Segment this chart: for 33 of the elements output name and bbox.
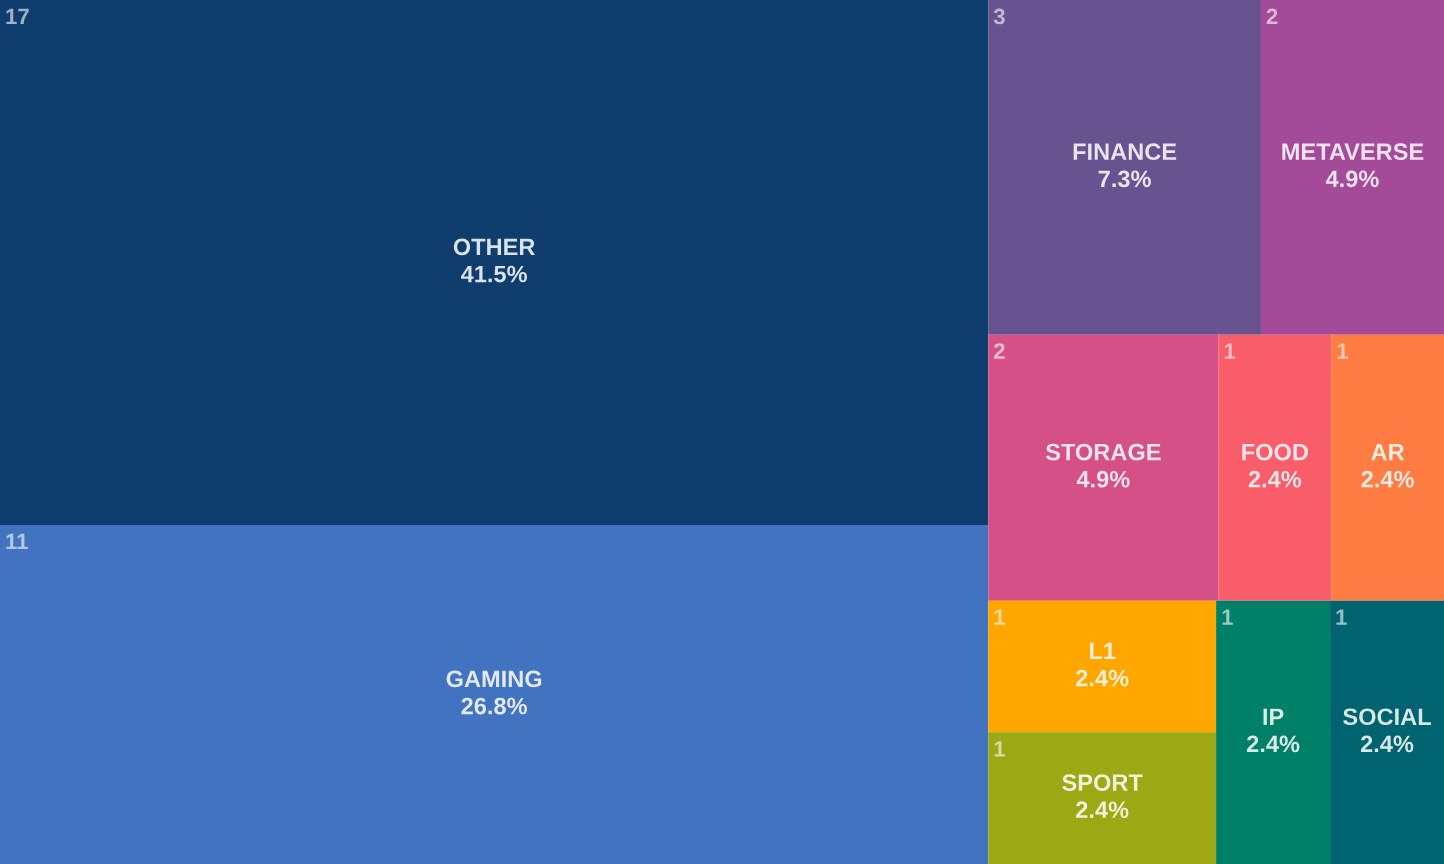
data-label: 41.5% [461, 265, 527, 283]
category-label: GAMING [446, 670, 542, 688]
text: 1 [1337, 343, 1348, 359]
category-label: AR [1371, 443, 1405, 461]
text: 1 [1336, 609, 1347, 625]
data-label: 4.9% [1076, 470, 1130, 488]
text: 1 [994, 609, 1005, 625]
category-label: SOCIAL [1343, 708, 1431, 726]
text: 11 [6, 533, 28, 550]
data-label: 2.4% [1247, 735, 1300, 753]
category-label: STORAGE [1045, 443, 1161, 461]
category-label: L1 [1089, 642, 1116, 660]
text: 1 [1222, 609, 1233, 625]
data-label: 2.4% [1248, 470, 1302, 488]
text: 2 [994, 343, 1005, 359]
category-label: IP [1263, 708, 1284, 725]
category-label: FINANCE [1073, 143, 1177, 161]
category-label: SPORT [1062, 774, 1143, 791]
data-label: 2.4% [1076, 669, 1129, 687]
data-label: 2.4% [1076, 801, 1129, 819]
text: 2 [1266, 8, 1278, 25]
data-label: 7.3% [1098, 170, 1151, 188]
data-label: 2.4% [1360, 735, 1414, 753]
data-label: 4.9% [1325, 170, 1379, 188]
category-label: OTHER [453, 238, 535, 256]
data-label: 26.8% [461, 697, 527, 715]
text: 3 [993, 8, 1005, 25]
text: 1 [1224, 343, 1236, 359]
text: 17 [6, 8, 29, 25]
text: 1 [994, 741, 1005, 757]
category-label: FOOD [1242, 443, 1308, 461]
data-label: 2.4% [1361, 470, 1414, 488]
category-label: METAVERSE [1282, 143, 1424, 161]
